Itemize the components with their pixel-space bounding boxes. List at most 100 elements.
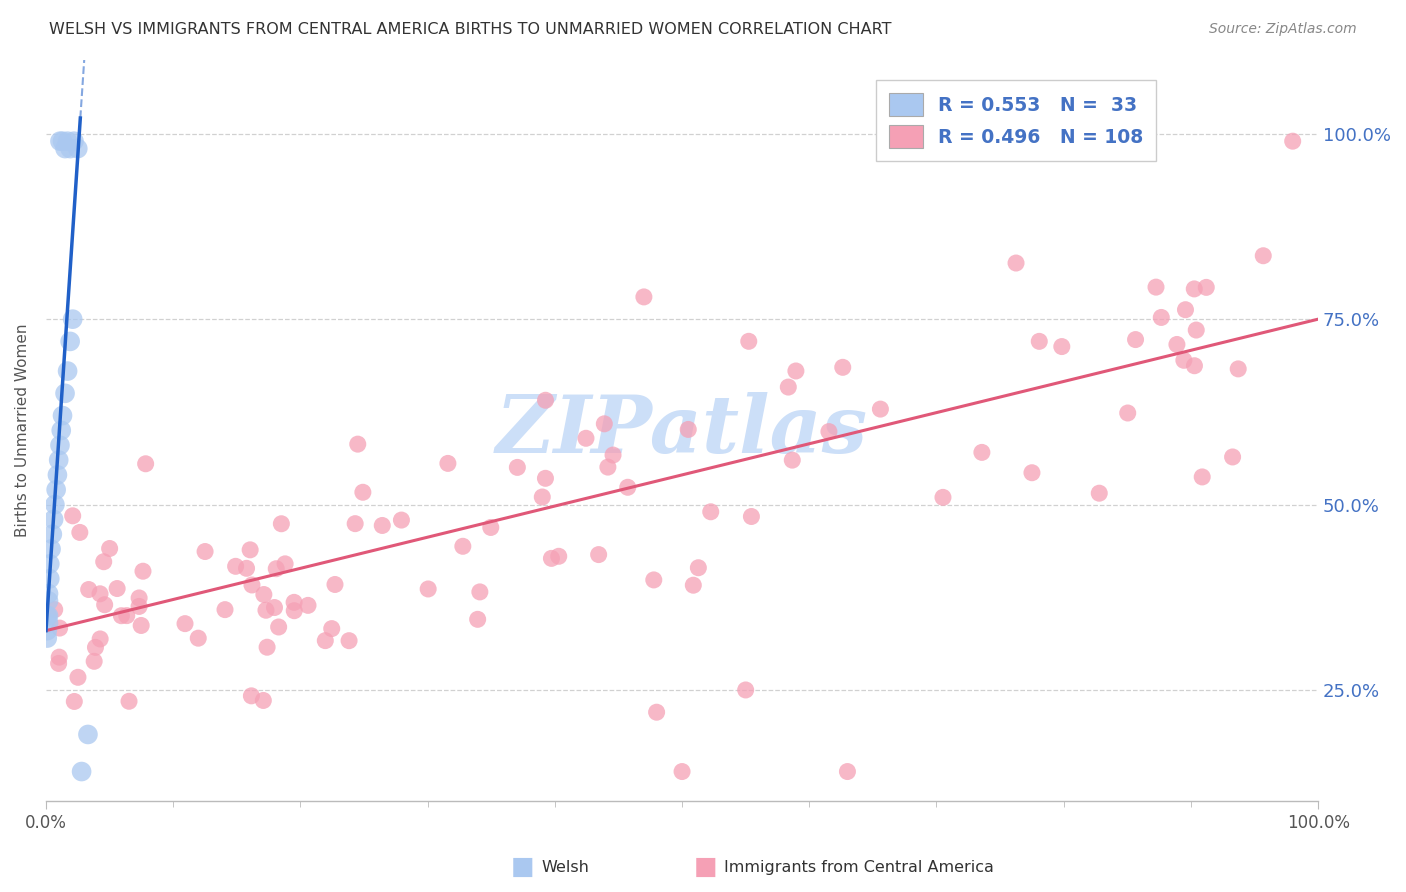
Point <box>1150 310 1173 325</box>
Point <box>37 624 59 638</box>
Point <box>70 764 93 779</box>
Point <box>240 689 263 703</box>
Point <box>1088 486 1111 500</box>
Point <box>437 457 460 471</box>
Point <box>83 654 105 668</box>
Point <box>263 600 285 615</box>
Point <box>253 588 276 602</box>
Point <box>38 586 60 600</box>
Point <box>39 542 62 557</box>
Point <box>69 525 91 540</box>
Legend: R = 0.553   N =  33, R = 0.496   N = 108: R = 0.553 N = 33, R = 0.496 N = 108 <box>876 80 1156 161</box>
Point <box>128 591 150 605</box>
Point <box>110 608 132 623</box>
Point <box>837 764 859 779</box>
Point <box>41 527 63 541</box>
Point <box>283 604 305 618</box>
Point <box>1116 406 1139 420</box>
Point <box>1185 323 1208 337</box>
Point <box>818 425 841 439</box>
Point <box>44 602 66 616</box>
Point <box>1227 362 1250 376</box>
Text: Source: ZipAtlas.com: Source: ZipAtlas.com <box>1209 22 1357 37</box>
Point <box>346 437 368 451</box>
Point <box>240 578 263 592</box>
Point <box>418 582 440 596</box>
Point <box>214 602 236 616</box>
Point <box>274 557 297 571</box>
Point <box>1281 134 1303 148</box>
Point <box>254 603 277 617</box>
Point <box>778 380 800 394</box>
Y-axis label: Births to Unmarried Women: Births to Unmarried Women <box>15 324 30 537</box>
Point <box>105 582 128 596</box>
Point <box>1251 249 1274 263</box>
Point <box>479 520 502 534</box>
Point <box>451 539 474 553</box>
Point <box>267 620 290 634</box>
Point <box>671 764 693 779</box>
Point <box>391 513 413 527</box>
Point <box>1028 334 1050 349</box>
Point <box>252 693 274 707</box>
Point <box>37 608 59 623</box>
Point <box>128 599 150 614</box>
Point <box>38 572 60 586</box>
Point <box>56 134 79 148</box>
Point <box>688 560 710 574</box>
Point <box>314 633 336 648</box>
Point <box>932 491 955 505</box>
Point <box>831 360 853 375</box>
Point <box>593 417 616 431</box>
Point <box>970 445 993 459</box>
Point <box>616 480 638 494</box>
Point <box>297 599 319 613</box>
Point <box>264 562 287 576</box>
Point <box>49 134 72 148</box>
Point <box>352 485 374 500</box>
Point <box>51 424 73 438</box>
Point <box>46 467 69 482</box>
Point <box>37 631 59 645</box>
Point <box>785 364 807 378</box>
Point <box>38 608 60 623</box>
Point <box>1184 359 1206 373</box>
Point <box>534 393 557 408</box>
Point <box>1005 256 1028 270</box>
Text: ZIPatlas: ZIPatlas <box>496 392 868 469</box>
Point <box>1125 333 1147 347</box>
Point <box>48 650 70 665</box>
Point <box>49 438 72 452</box>
Point <box>645 705 668 719</box>
Point <box>588 548 610 562</box>
Point <box>56 364 79 378</box>
Point <box>98 541 121 556</box>
Point <box>38 594 60 608</box>
Point <box>118 694 141 708</box>
Point <box>62 312 84 326</box>
Point <box>337 633 360 648</box>
Point <box>1222 450 1244 464</box>
Point <box>59 142 82 156</box>
Point <box>1166 337 1188 351</box>
Text: Welsh: Welsh <box>541 860 589 874</box>
Text: ■: ■ <box>510 855 534 879</box>
Point <box>48 657 70 671</box>
Point <box>62 508 84 523</box>
Point <box>1144 280 1167 294</box>
Point <box>270 516 292 531</box>
Point <box>738 334 761 349</box>
Point <box>321 622 343 636</box>
Point <box>602 448 624 462</box>
Point <box>194 544 217 558</box>
Point <box>1050 340 1073 354</box>
Text: WELSH VS IMMIGRANTS FROM CENTRAL AMERICA BIRTHS TO UNMARRIED WOMEN CORRELATION C: WELSH VS IMMIGRANTS FROM CENTRAL AMERICA… <box>49 22 891 37</box>
Point <box>682 578 704 592</box>
Point <box>371 518 394 533</box>
Point <box>66 670 89 684</box>
Point <box>93 555 115 569</box>
Point <box>869 402 891 417</box>
Text: Immigrants from Central America: Immigrants from Central America <box>724 860 994 874</box>
Point <box>596 460 619 475</box>
Point <box>66 142 89 156</box>
